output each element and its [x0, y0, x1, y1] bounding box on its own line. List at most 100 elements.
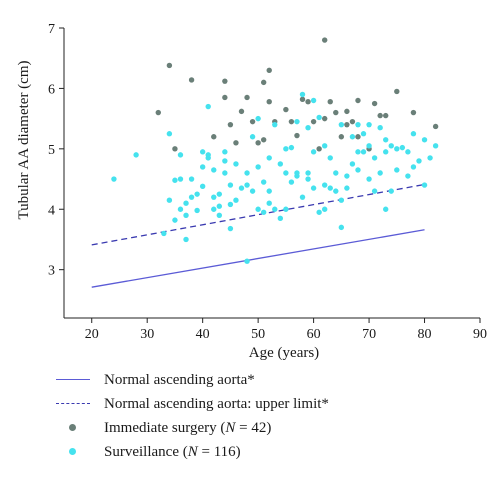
surveillance-point	[288, 179, 295, 185]
immediate-surgery-point	[432, 123, 439, 130]
legend: Normal ascending aorta* Normal ascending…	[56, 368, 476, 464]
y-tick-label: 5	[48, 143, 55, 158]
surveillance-point	[166, 197, 173, 203]
immediate-surgery-point	[333, 109, 339, 116]
surveillance-point	[255, 206, 261, 212]
surveillance-point	[227, 225, 234, 232]
immediate-surgery-point	[338, 134, 345, 140]
surveillance-point	[199, 164, 206, 170]
y-tick-label: 3	[48, 264, 55, 279]
axes: 20 30 40 50 60 70 80 90 3 4 5 6 7	[48, 22, 487, 342]
legend-item-immediate-surgery: Immediate surgery (N = 42)	[56, 416, 476, 440]
surveillance-point	[288, 144, 295, 151]
surveillance-point	[405, 173, 411, 179]
surveillance-point	[421, 137, 428, 143]
x-tick-label: 70	[362, 327, 376, 342]
surveillance-point	[199, 183, 206, 189]
immediate-surgery-point	[371, 100, 378, 107]
surveillance-point	[188, 176, 195, 182]
x-tick-label: 50	[251, 327, 265, 342]
immediate-surgery-point	[227, 121, 234, 128]
immediate-surgery-point	[410, 109, 417, 116]
trend-lines	[91, 183, 425, 288]
surveillance-point	[310, 97, 317, 104]
surveillance-point	[211, 167, 217, 173]
x-tick-label: 90	[473, 327, 487, 342]
surveillance-point	[383, 149, 389, 155]
surveillance-point	[211, 194, 217, 200]
surveillance-point	[405, 149, 411, 155]
surveillance-point	[183, 212, 189, 218]
surveillance-point	[177, 176, 184, 182]
surveillance-point	[410, 131, 417, 137]
surveillance-point	[294, 118, 300, 125]
cyan-dot-swatch	[56, 445, 90, 459]
immediate-surgery-point	[233, 140, 239, 146]
immediate-surgery-point	[222, 94, 228, 101]
surveillance-point	[366, 176, 372, 182]
surveillance-point	[338, 224, 345, 231]
surveillance-point	[327, 155, 333, 161]
surveillance-point	[321, 143, 328, 149]
surveillance-point	[211, 206, 217, 212]
surveillance-point	[366, 143, 372, 149]
immediate-surgery-point	[383, 112, 389, 119]
immediate-surgery-point	[222, 78, 228, 84]
x-tick-label: 20	[85, 327, 99, 342]
immediate-surgery-point	[310, 118, 317, 125]
surveillance-point	[233, 161, 239, 167]
solid-line-swatch	[56, 373, 90, 387]
dashed-line-swatch	[56, 397, 90, 411]
y-axis-label: Tubular AA diameter (cm)	[16, 60, 32, 219]
immediate-surgery-point	[394, 88, 400, 95]
surveillance-point	[255, 115, 261, 122]
surveillance-point	[383, 206, 389, 212]
surveillance-point	[272, 121, 278, 128]
surveillance-point	[199, 149, 206, 155]
x-tick-label: 60	[307, 327, 321, 342]
surveillance-point	[305, 170, 311, 176]
y-tick-label: 4	[48, 203, 55, 218]
surveillance-point	[283, 206, 289, 212]
immediate-surgery-point	[166, 62, 173, 69]
surveillance-point	[244, 182, 250, 188]
immediate-surgery-point	[288, 118, 295, 125]
legend-label: Surveillance (N = 116)	[104, 443, 241, 460]
surveillance-point	[233, 197, 239, 203]
surveillance-point	[394, 146, 400, 152]
immediate-surgery-point	[344, 121, 350, 128]
surveillance-point	[338, 197, 345, 203]
surveillance-point	[277, 215, 284, 222]
immediate-surgery-point	[172, 146, 178, 152]
surveillance-point	[260, 179, 267, 185]
surveillance-point	[227, 201, 234, 208]
surveillance-point	[238, 185, 245, 191]
surveillance-point	[216, 203, 223, 209]
surveillance-point	[172, 217, 178, 223]
surveillance-point	[371, 155, 378, 161]
surveillance-point	[388, 188, 394, 194]
surveillance-point	[333, 188, 339, 194]
surveillance-point	[188, 194, 195, 200]
surveillance-point	[299, 91, 306, 98]
x-tick-label: 40	[196, 327, 210, 342]
surveillance-point	[310, 185, 317, 191]
surveillance-point	[249, 134, 256, 140]
surveillance-point	[194, 191, 200, 197]
surveillance-point	[166, 131, 173, 137]
immediate-surgery-point	[188, 77, 195, 83]
surveillance-point	[283, 146, 289, 152]
surveillance-point	[266, 155, 272, 161]
surveillance-point	[432, 143, 439, 149]
gray-dot-swatch	[56, 421, 90, 435]
immediate-surgery-point	[355, 97, 361, 104]
surveillance-point	[321, 182, 328, 188]
surveillance-point	[216, 191, 223, 197]
surveillance-point	[383, 137, 389, 143]
immediate-surgery-point	[255, 140, 261, 146]
surveillance-point	[305, 124, 311, 131]
surveillance-point	[216, 212, 223, 218]
immediate-surgery-point	[266, 99, 272, 105]
scatter-chart: 20 30 40 50 60 70 80 90 3 4 5 6 7 Tubular AA diamete…	[16, 22, 487, 360]
immediate-surgery-point	[349, 118, 356, 125]
